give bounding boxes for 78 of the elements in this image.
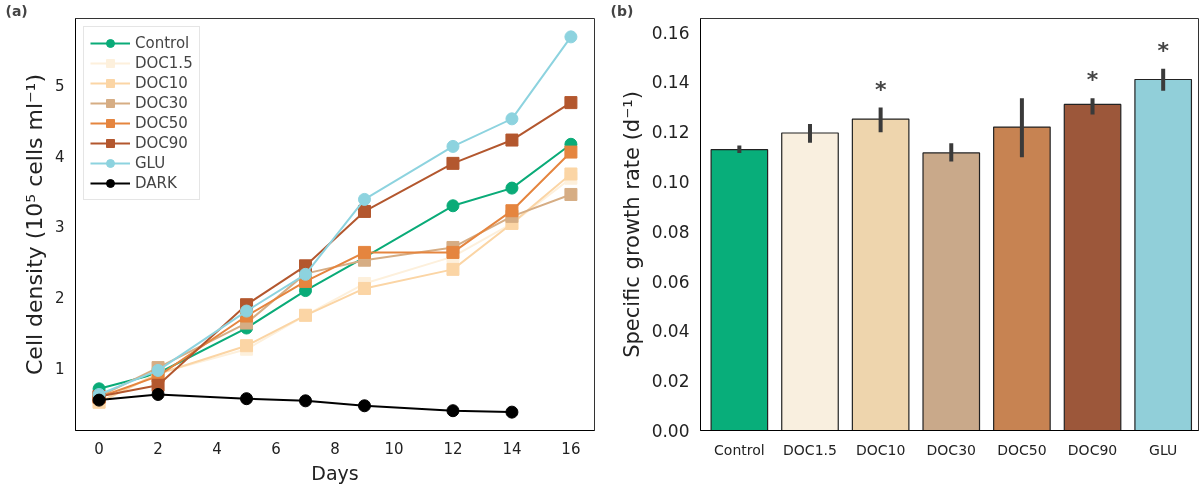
x-tick-label: 8 (330, 439, 340, 458)
point (505, 181, 519, 195)
data-label: * (1086, 67, 1099, 93)
data-label: * (874, 76, 887, 102)
legend-label: DOC50 (135, 114, 188, 132)
bar (851, 118, 910, 431)
point (564, 145, 578, 159)
point (505, 112, 519, 126)
y-tick-label: 5 (54, 76, 65, 95)
x-tick-label: DOC1.5 (783, 441, 837, 458)
y-tick-label: 0.04 (651, 321, 690, 342)
y-tick-label: 4 (54, 147, 65, 166)
y-tick-label: 3 (54, 218, 65, 237)
bar (1134, 78, 1193, 431)
point (446, 262, 460, 276)
x-tick-label: Control (714, 441, 765, 458)
point (299, 394, 313, 408)
x-tick-label: 14 (502, 439, 522, 458)
point (505, 133, 519, 147)
x-axis-title: Days (311, 461, 359, 484)
x-tick-label: DOC90 (1067, 441, 1118, 458)
y-axis-title: Specific growth rate (d⁻¹) (619, 91, 644, 358)
point (357, 281, 371, 295)
y-tick-label: 0.00 (651, 421, 690, 441)
y-tick-label: 0.12 (651, 122, 690, 143)
x-tick-label: 12 (443, 439, 463, 458)
y-tick-label: 0.02 (651, 371, 690, 392)
bar (1063, 103, 1122, 431)
point (564, 30, 578, 44)
y-tick-label: 1 (54, 359, 65, 378)
point (446, 404, 460, 418)
y-tick-label: 0.14 (651, 72, 690, 93)
point (240, 392, 254, 406)
x-tick-label: 2 (153, 439, 163, 458)
data-label: * (1157, 37, 1170, 63)
point (446, 245, 460, 259)
legend-label: DARK (135, 174, 177, 192)
point (357, 399, 371, 413)
legend-label: DOC1.5 (135, 54, 193, 72)
bar (781, 132, 839, 431)
y-tick-label: 0.10 (651, 172, 690, 193)
x-tick-label: DOC50 (997, 441, 1047, 458)
point (357, 245, 371, 259)
point (564, 167, 578, 181)
y-tick-label: 0.08 (651, 221, 690, 242)
point (446, 139, 460, 153)
x-tick-label: 6 (271, 439, 281, 458)
point (505, 204, 519, 218)
legend-label: DOC90 (135, 134, 188, 152)
point (505, 405, 519, 419)
y-tick-label: 2 (54, 288, 65, 307)
y-tick-label: 0.16 (651, 22, 690, 43)
bar (922, 152, 981, 431)
point (446, 156, 460, 170)
bar (993, 126, 1051, 431)
legend-label: Control (135, 34, 190, 52)
y-axis-title: Cell density (10⁵ cells ml⁻¹) (21, 73, 47, 376)
legend-label: GLU (135, 154, 166, 172)
y-tick-label: 0.06 (651, 271, 690, 292)
bar (710, 149, 769, 431)
point (357, 204, 371, 218)
x-tick-label: 0 (94, 439, 104, 458)
point (151, 387, 165, 401)
point (564, 96, 578, 110)
x-tick-label: 10 (384, 439, 404, 458)
point (446, 199, 460, 213)
text: (a) (5, 2, 28, 19)
point (357, 192, 371, 206)
point (240, 304, 254, 318)
point (564, 187, 578, 201)
x-tick-label: DOC10 (855, 441, 906, 458)
text: (b) (610, 2, 634, 19)
x-tick-label: DOC30 (926, 441, 976, 458)
legend-label: DOC30 (135, 94, 188, 112)
legend-label: DOC10 (135, 74, 188, 92)
x-tick-label: 4 (212, 439, 222, 458)
x-tick-label: GLU (1149, 441, 1178, 458)
x-tick-label: 16 (561, 439, 581, 458)
